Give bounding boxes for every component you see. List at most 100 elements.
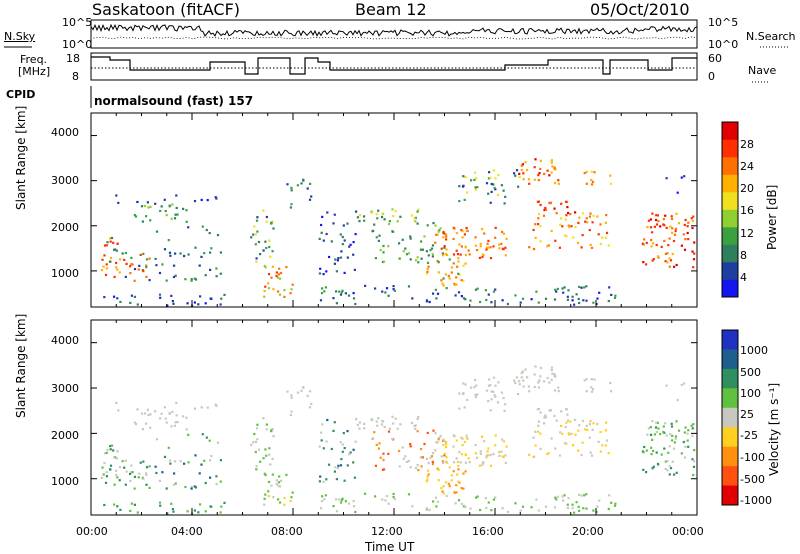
power-point <box>158 271 162 275</box>
power-cbar-tick-12: 12 <box>740 227 754 240</box>
velocity-point <box>655 451 658 454</box>
velocity-point <box>590 454 594 457</box>
velocity-point <box>575 501 578 504</box>
power-point <box>306 187 309 190</box>
power-point <box>572 236 575 239</box>
power-point <box>684 218 687 222</box>
power-point <box>537 223 540 226</box>
power-point <box>115 249 118 252</box>
power-point <box>492 183 495 186</box>
velocity-point <box>489 384 492 387</box>
velocity-point <box>650 446 653 449</box>
power-point <box>404 247 407 250</box>
power-point <box>118 271 121 274</box>
power-point <box>405 253 408 256</box>
power-point <box>320 292 324 295</box>
power-point <box>532 228 535 232</box>
power-point <box>302 178 305 181</box>
velocity-point <box>663 447 666 450</box>
velocity-point <box>580 494 583 497</box>
velocity-point <box>133 487 136 490</box>
power-point <box>271 265 274 268</box>
velocity-point <box>169 462 172 465</box>
power-point <box>460 295 463 298</box>
power-point <box>155 264 158 267</box>
power-point <box>109 256 113 260</box>
power-point <box>535 290 538 293</box>
power-point <box>556 287 559 290</box>
velocity-point <box>588 436 591 439</box>
power-point <box>651 231 654 234</box>
velocity-point <box>570 432 573 435</box>
power-point <box>173 217 177 220</box>
velocity-point <box>387 502 390 505</box>
velocity-point <box>176 420 179 424</box>
power-point <box>469 299 472 302</box>
velocity-point <box>546 452 549 456</box>
power-point <box>102 265 105 268</box>
velocity-point <box>411 505 414 508</box>
velocity-point <box>185 428 188 431</box>
velocity-point <box>166 512 169 515</box>
velocity-colorbar-segment <box>722 485 738 506</box>
velocity-colorbar-segment <box>722 368 738 389</box>
velocity-point <box>584 428 587 431</box>
velocity-point <box>445 440 448 444</box>
power-point <box>460 279 463 282</box>
power-point <box>145 266 148 269</box>
power-point <box>270 222 273 225</box>
power-point <box>574 226 577 229</box>
power-point <box>659 225 662 228</box>
velocity-point <box>614 502 617 505</box>
velocity-point <box>130 502 133 505</box>
velocity-point <box>456 460 460 463</box>
velocity-point <box>138 472 141 475</box>
velocity-point <box>204 481 207 485</box>
velocity-point <box>585 493 588 496</box>
velocity-point <box>597 440 600 443</box>
velocity-point <box>651 467 654 470</box>
power-point <box>374 257 377 260</box>
power-point <box>163 248 167 251</box>
xtick-0: 00:00 <box>76 525 108 538</box>
velocity-point <box>343 447 346 450</box>
velocity-point <box>571 507 574 510</box>
velocity-point <box>553 389 557 392</box>
velocity-point <box>574 418 577 421</box>
power-point <box>585 217 588 220</box>
power-point <box>458 243 461 246</box>
velocity-point <box>692 473 695 477</box>
velocity-point <box>159 504 162 507</box>
power-point <box>442 254 445 257</box>
velocity-point <box>319 475 322 478</box>
velocity-point <box>489 453 492 457</box>
vel-ytick-4000: 4000 <box>51 334 79 347</box>
velocity-point <box>332 429 335 432</box>
power-point <box>373 223 376 226</box>
velocity-point <box>220 505 223 508</box>
velocity-point <box>560 424 563 428</box>
date-title: 05/Oct/2010 <box>590 0 690 19</box>
velocity-point <box>581 419 585 422</box>
power-point <box>673 233 676 236</box>
velocity-point <box>347 502 351 505</box>
power-point <box>308 198 312 201</box>
power-point <box>485 248 488 251</box>
power-point <box>392 288 395 291</box>
velocity-colorbar-segment <box>722 427 738 447</box>
power-point <box>436 259 439 263</box>
velocity-point <box>473 386 476 389</box>
velocity-point <box>146 408 149 411</box>
velocity-point <box>209 505 212 508</box>
power-point <box>431 253 434 256</box>
power-point <box>254 233 257 236</box>
velocity-point <box>487 384 491 387</box>
power-point <box>176 213 179 216</box>
velocity-point <box>354 510 357 514</box>
power-point <box>574 211 577 214</box>
power-point <box>455 249 458 252</box>
velocity-point <box>170 502 173 505</box>
power-point <box>462 175 465 178</box>
velocity-point <box>455 439 458 442</box>
power-point <box>381 290 384 293</box>
